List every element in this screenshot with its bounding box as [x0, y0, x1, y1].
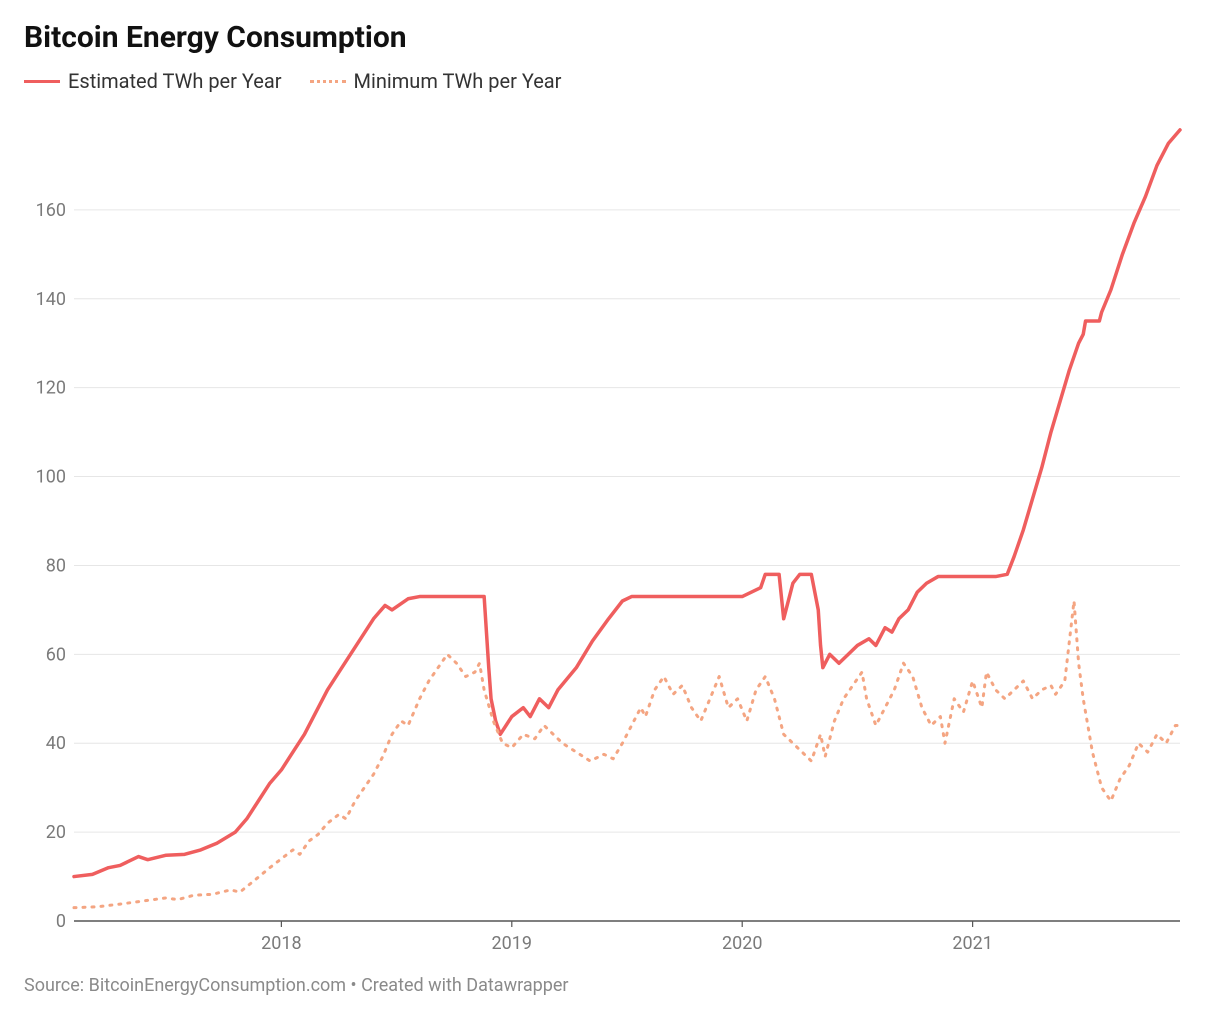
- y-tick-label: 140: [36, 289, 66, 310]
- chart-svg: 0 20 40 60 80 100 120 140 160 2018 2019 2020 2021: [24, 111, 1196, 961]
- y-tick-label: 60: [46, 644, 66, 665]
- y-tick-label: 100: [36, 467, 66, 488]
- legend-item-1: Minimum TWh per Year: [310, 69, 562, 93]
- y-tick-label: 0: [56, 911, 66, 932]
- series-minimum: [74, 601, 1180, 908]
- chart-title: Bitcoin Energy Consumption: [24, 20, 1196, 55]
- legend: Estimated TWh per Year Minimum TWh per Ye…: [24, 69, 1196, 93]
- chart-area: 0 20 40 60 80 100 120 140 160 2018 2019 2020 2021: [24, 111, 1196, 965]
- legend-swatch-icon: [310, 80, 346, 83]
- legend-swatch-icon: [24, 80, 60, 83]
- x-tick-label: 2018: [261, 933, 301, 954]
- y-tick-label: 80: [46, 555, 66, 576]
- series-estimated: [74, 130, 1180, 877]
- legend-item-0: Estimated TWh per Year: [24, 69, 282, 93]
- legend-label: Estimated TWh per Year: [68, 69, 282, 93]
- y-tick-label: 160: [36, 200, 66, 221]
- chart-container: Bitcoin Energy Consumption Estimated TWh…: [0, 0, 1220, 1020]
- x-tick-label: 2021: [952, 933, 992, 954]
- y-tick-label: 40: [46, 733, 66, 754]
- legend-label: Minimum TWh per Year: [354, 69, 562, 93]
- y-tick-label: 20: [46, 822, 66, 843]
- x-tick-label: 2020: [722, 933, 762, 954]
- y-tick-label: 120: [36, 378, 66, 399]
- x-tick-label: 2019: [492, 933, 532, 954]
- chart-footer: Source: BitcoinEnergyConsumption.com • C…: [24, 975, 1196, 996]
